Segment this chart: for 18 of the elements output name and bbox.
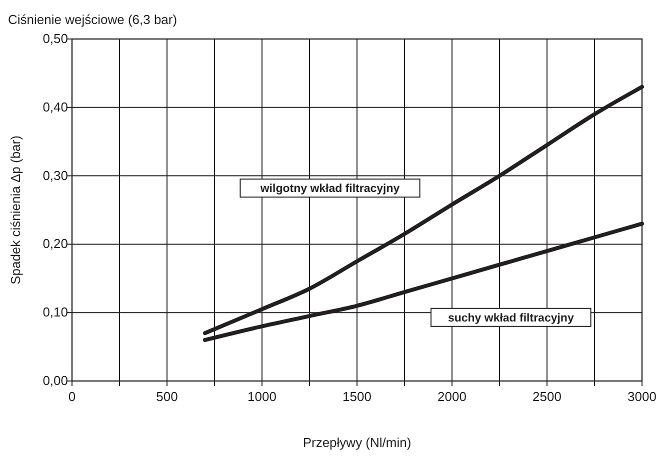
x-tick-label: 3000 — [628, 389, 656, 404]
x-axis-title: Przepływy (Nl/min) — [302, 435, 412, 450]
y-tick-label: 0,10 — [42, 304, 68, 320]
x-tick-label: 1500 — [342, 389, 372, 404]
x-tick-label: 0 — [68, 389, 76, 404]
chart-title: Ciśnienie wejściowe (6,3 bar) — [8, 12, 178, 27]
y-tick-label: 0,40 — [42, 99, 68, 114]
y-tick-label: 0,00 — [42, 373, 68, 388]
y-tick-label: 0,30 — [42, 168, 68, 183]
x-tick-label: 2000 — [438, 389, 466, 404]
x-tick-label: 1000 — [248, 389, 276, 404]
y-tick-label: 0,20 — [42, 236, 68, 252]
x-tick-label: 500 — [156, 389, 178, 404]
y-tick-label: 0,50 — [42, 31, 68, 46]
text: suchy wkład filtracyjny — [448, 312, 574, 324]
x-tick-label: 2500 — [532, 389, 562, 404]
y-axis-title: Spadek ciśnienia Δp (bar) — [8, 136, 23, 284]
text: wilgotny wkład filtracyjny — [259, 183, 400, 196]
